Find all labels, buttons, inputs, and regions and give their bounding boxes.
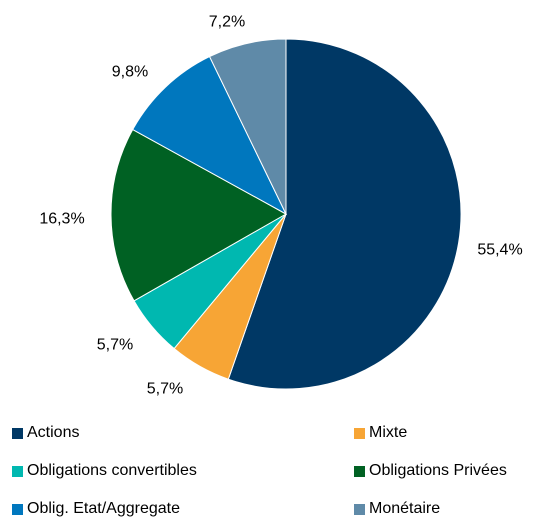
data-label-oblig-etat-aggregate: 9,8% (112, 64, 148, 81)
pie-slices (110, 38, 462, 390)
pie-slice-obligations-privees (110, 128, 288, 302)
pie-slice-monetaire (208, 38, 287, 215)
data-label-mixte: 5,7% (147, 381, 183, 398)
data-label-obligations-privees: 16,3% (39, 211, 84, 228)
data-label-obligations-convertibles: 5,7% (97, 337, 133, 354)
data-label-monetaire: 7,2% (209, 14, 245, 31)
data-label-actions: 55,4% (477, 242, 522, 259)
pie-slice-oblig-etat-aggregate (132, 55, 288, 216)
data-labels: 55,4% 5,7% 5,7% 16,3% 9,8% 7,2% (39, 14, 522, 398)
